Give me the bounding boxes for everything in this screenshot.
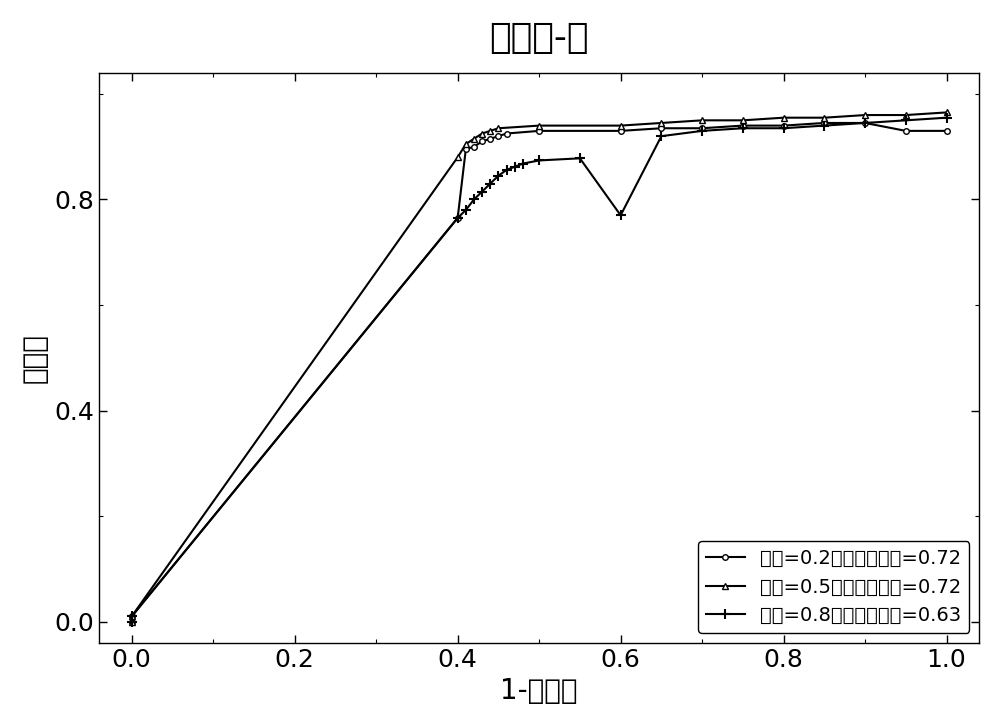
阈值=0.2，曲线下面积=0.72 [452, 213, 464, 222]
阈值=0.5，曲线下面积=0.72 [126, 612, 138, 621]
阈值=0.8，曲线下面积=0.63 [696, 126, 708, 135]
阈值=0.8，曲线下面积=0.63 [468, 195, 480, 204]
阈值=0.5，曲线下面积=0.72 [696, 116, 708, 125]
阈值=0.8，曲线下面积=0.63 [859, 118, 871, 127]
Line: 阈值=0.5，曲线下面积=0.72: 阈值=0.5，曲线下面积=0.72 [128, 109, 950, 625]
阈值=0.2，曲线下面积=0.72 [818, 118, 830, 127]
阈值=0.2，曲线下面积=0.72 [460, 145, 472, 154]
阈值=0.5，曲线下面积=0.72 [859, 110, 871, 119]
阈值=0.2，曲线下面积=0.72 [655, 124, 667, 133]
阈值=0.2，曲线下面积=0.72 [468, 142, 480, 151]
阈值=0.5，曲线下面积=0.72 [452, 153, 464, 162]
Line: 阈值=0.2，曲线下面积=0.72: 阈值=0.2，曲线下面积=0.72 [129, 121, 949, 624]
Y-axis label: 灵敏度: 灵敏度 [21, 333, 49, 383]
阈值=0.2，曲线下面积=0.72 [941, 126, 953, 135]
阈值=0.2，曲线下面积=0.72 [484, 134, 496, 143]
阈值=0.2，曲线下面积=0.72 [778, 121, 790, 130]
阈值=0.5，曲线下面积=0.72 [533, 121, 545, 130]
阈值=0.8，曲线下面积=0.63 [655, 132, 667, 141]
阈值=0.5，曲线下面积=0.72 [941, 108, 953, 117]
阈值=0.8，曲线下面积=0.63 [574, 154, 586, 163]
阈值=0.8，曲线下面积=0.63 [460, 205, 472, 214]
阈值=0.8，曲线下面积=0.63 [501, 166, 513, 174]
阈值=0.8，曲线下面积=0.63 [126, 612, 138, 621]
阈值=0.8，曲线下面积=0.63 [615, 211, 627, 220]
阈值=0.8，曲线下面积=0.63 [492, 171, 504, 180]
阈值=0.8，曲线下面积=0.63 [126, 617, 138, 626]
Legend: 阈值=0.2，曲线下面积=0.72, 阈值=0.5，曲线下面积=0.72, 阈值=0.8，曲线下面积=0.63: 阈值=0.2，曲线下面积=0.72, 阈值=0.5，曲线下面积=0.72, 阈值… [698, 541, 969, 633]
阈值=0.2，曲线下面积=0.72 [492, 132, 504, 141]
阈值=0.2，曲线下面积=0.72 [737, 121, 749, 130]
阈值=0.8，曲线下面积=0.63 [452, 213, 464, 222]
阈值=0.2，曲线下面积=0.72 [501, 129, 513, 138]
阈值=0.2，曲线下面积=0.72 [859, 118, 871, 127]
阈值=0.2，曲线下面积=0.72 [476, 137, 488, 146]
阈值=0.8，曲线下面积=0.63 [517, 159, 529, 168]
阈值=0.8，曲线下面积=0.63 [778, 124, 790, 133]
阈值=0.5，曲线下面积=0.72 [615, 121, 627, 130]
Line: 阈值=0.8，曲线下面积=0.63: 阈值=0.8，曲线下面积=0.63 [127, 113, 951, 627]
阈值=0.8，曲线下面积=0.63 [818, 121, 830, 130]
阈值=0.2，曲线下面积=0.72 [126, 617, 138, 626]
阈值=0.8，曲线下面积=0.63 [533, 156, 545, 165]
阈值=0.8，曲线下面积=0.63 [900, 116, 912, 125]
阈值=0.5，曲线下面积=0.72 [460, 139, 472, 148]
阈值=0.2，曲线下面积=0.72 [696, 124, 708, 133]
阈值=0.2，曲线下面积=0.72 [126, 612, 138, 621]
阈值=0.2，曲线下面积=0.72 [900, 126, 912, 135]
Title: 葡萄糖-铵: 葡萄糖-铵 [489, 21, 589, 55]
阈值=0.5，曲线下面积=0.72 [484, 126, 496, 135]
阈值=0.8，曲线下面积=0.63 [484, 179, 496, 188]
阈值=0.5，曲线下面积=0.72 [737, 116, 749, 125]
阈值=0.5，曲线下面积=0.72 [468, 134, 480, 143]
阈值=0.8，曲线下面积=0.63 [737, 124, 749, 133]
阈值=0.5，曲线下面积=0.72 [778, 113, 790, 122]
阈值=0.8，曲线下面积=0.63 [509, 163, 521, 171]
阈值=0.2，曲线下面积=0.72 [615, 126, 627, 135]
阈值=0.5，曲线下面积=0.72 [818, 113, 830, 122]
阈值=0.5，曲线下面积=0.72 [126, 617, 138, 626]
阈值=0.5，曲线下面积=0.72 [900, 110, 912, 119]
阈值=0.5，曲线下面积=0.72 [476, 129, 488, 138]
阈值=0.2，曲线下面积=0.72 [533, 126, 545, 135]
X-axis label: 1-特异性: 1-特异性 [500, 677, 578, 705]
阈值=0.5，曲线下面积=0.72 [492, 124, 504, 133]
阈值=0.8，曲线下面积=0.63 [941, 113, 953, 122]
阈值=0.5，曲线下面积=0.72 [655, 118, 667, 127]
阈值=0.8，曲线下面积=0.63 [476, 187, 488, 196]
